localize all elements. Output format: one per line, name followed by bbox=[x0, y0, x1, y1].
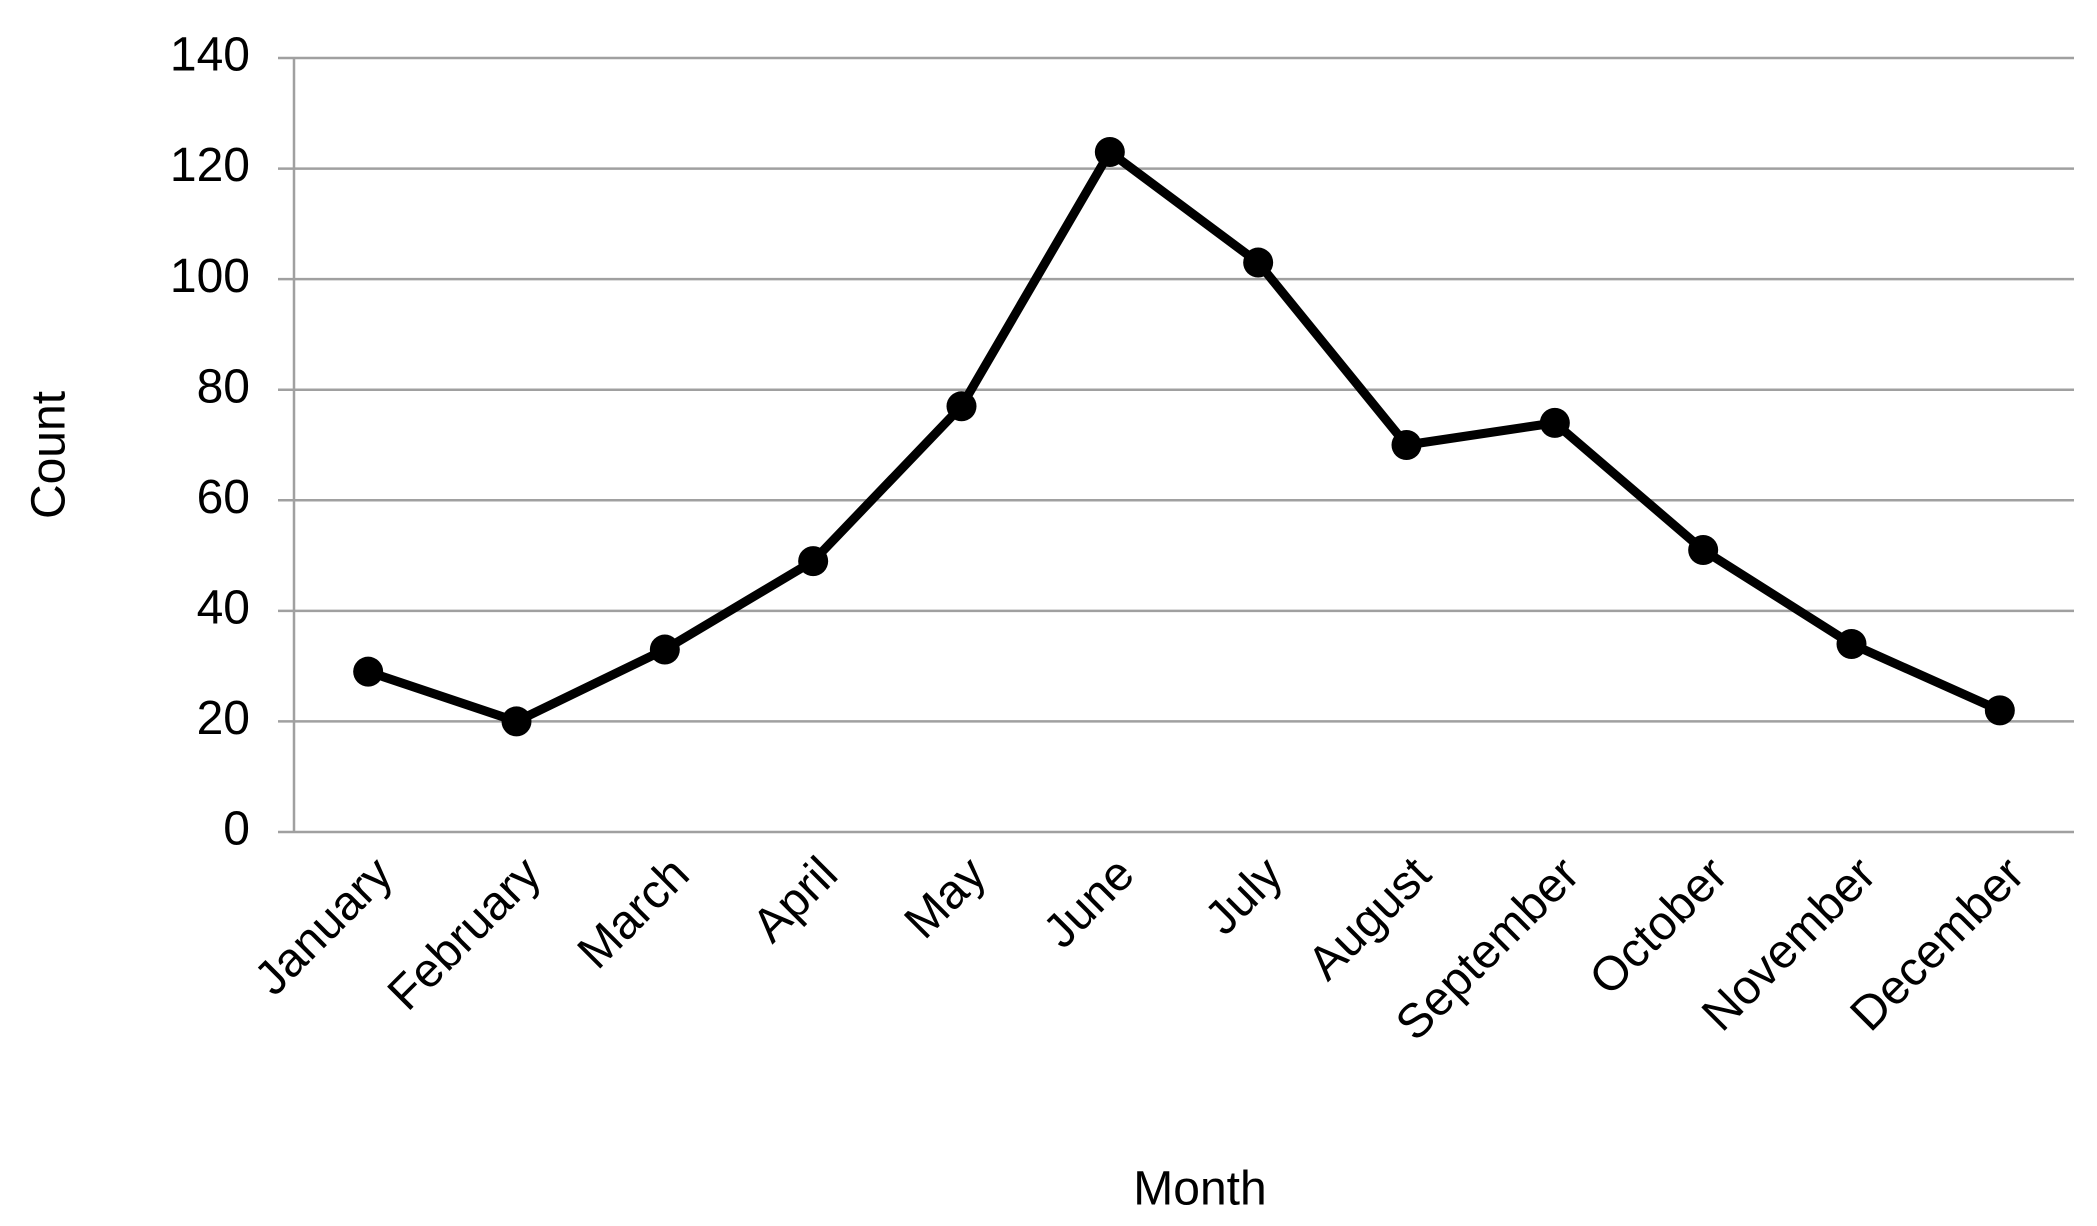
y-tick-label: 0 bbox=[223, 803, 250, 856]
x-tick-label: May bbox=[895, 847, 997, 949]
x-tick-label: March bbox=[568, 847, 700, 979]
y-tick-label: 60 bbox=[197, 471, 250, 524]
marker bbox=[946, 391, 977, 422]
y-axis-title: Count bbox=[23, 391, 76, 519]
marker bbox=[649, 634, 680, 665]
marker bbox=[1243, 247, 1274, 278]
marker bbox=[1094, 136, 1125, 167]
y-tick-label: 20 bbox=[197, 692, 250, 745]
y-tick-label: 40 bbox=[197, 582, 250, 635]
marker bbox=[1539, 407, 1570, 438]
marker bbox=[1836, 629, 1867, 660]
y-tick-label: 120 bbox=[170, 139, 250, 192]
y-tick-label: 100 bbox=[170, 250, 250, 303]
x-tick-label: June bbox=[1033, 847, 1144, 958]
x-tick-label: April bbox=[743, 847, 848, 952]
marker bbox=[1391, 430, 1422, 460]
marker bbox=[1984, 695, 2015, 726]
x-tick-label: February bbox=[378, 847, 551, 1020]
marker bbox=[353, 656, 384, 687]
marker bbox=[501, 706, 532, 737]
marker bbox=[798, 546, 829, 577]
x-tick-label: July bbox=[1195, 847, 1293, 945]
y-tick-label: 80 bbox=[197, 360, 250, 413]
line bbox=[366, 147, 2002, 726]
x-axis-title: Month bbox=[1133, 1163, 1266, 1216]
x-tick-label: August bbox=[1298, 847, 1441, 990]
y-tick-label: 140 bbox=[170, 29, 250, 82]
marker bbox=[1688, 535, 1719, 566]
